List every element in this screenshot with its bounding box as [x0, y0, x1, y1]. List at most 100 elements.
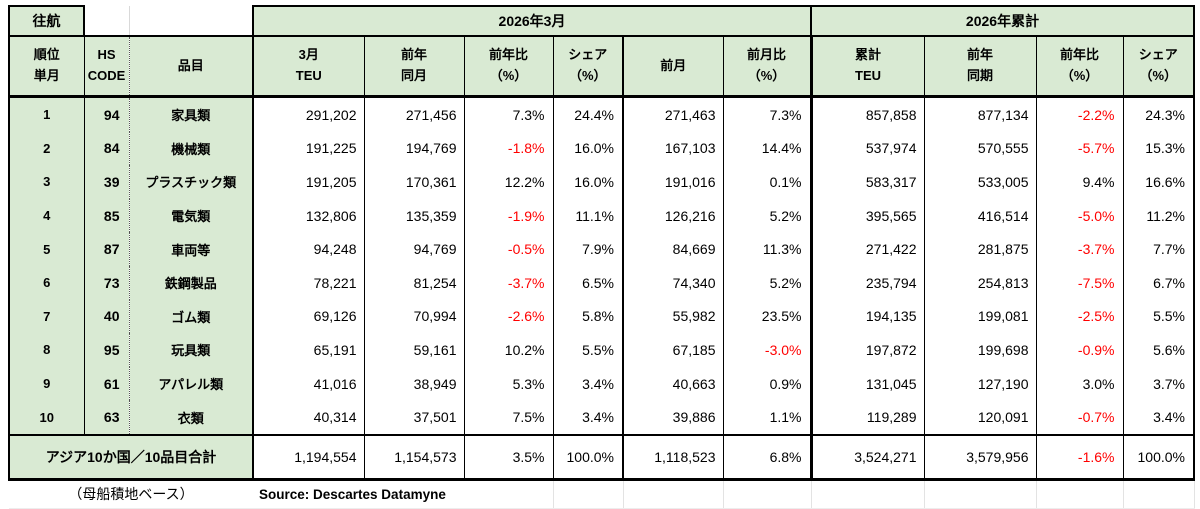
yoy-pct-cell: -1.8% [463, 131, 553, 166]
prev-month-cell: 84,669 [622, 232, 723, 266]
mom-pct-cell: 23.5% [722, 299, 811, 334]
cum-yoy-pct-cell: -0.9% [1035, 333, 1123, 367]
cum-teu-cell: 857,858 [809, 96, 924, 132]
table-row: 5 87 車両等 94,248 94,769 -0.5% 7.9% 84,669… [8, 232, 1195, 266]
yoy-pct-cell: -0.5% [463, 232, 553, 266]
prev-year-month-cell: 271,456 [363, 96, 464, 132]
prev-month-cell: 74,340 [622, 265, 723, 300]
cum-share-pct-cell: 6.7% [1122, 265, 1195, 300]
share-pct-cell: 11.1% [552, 198, 623, 233]
share-pct-cell: 5.5% [552, 333, 623, 367]
cum-teu-cell: 194,135 [809, 299, 924, 334]
hs-code-cell: 84 [83, 131, 129, 166]
empty-cell [722, 479, 811, 509]
footnote-basis: （母船積地ベース） [9, 479, 253, 509]
hs-code-cell: 61 [83, 366, 129, 401]
cumulative-section-header: 2026年累計 [810, 5, 1195, 36]
prev-year-month-cell: 59,161 [363, 333, 464, 367]
yoy-pct-cell: 12.2% [463, 165, 553, 199]
rank-cell: 4 [8, 198, 84, 233]
cum-share-pct-cell: 5.5% [1122, 299, 1195, 334]
rank-cell: 7 [8, 299, 84, 334]
share-pct-cell: 5.8% [552, 299, 623, 334]
month-teu-cell: 132,806 [252, 198, 364, 233]
hs-code-cell: 39 [83, 165, 129, 199]
rank-cell: 5 [8, 232, 84, 266]
prev-month-cell: 39,886 [622, 400, 723, 435]
col-header-cum-teu: 累計 TEU [809, 35, 924, 98]
col-header-share-pct: シェア （%） [552, 35, 623, 98]
mom-pct-cell: 5.2% [722, 198, 811, 233]
rank-cell: 2 [8, 131, 84, 166]
share-pct-cell: 6.5% [552, 265, 623, 300]
yoy-pct-cell: -2.6% [463, 299, 553, 334]
share-pct-cell: 3.4% [552, 366, 623, 401]
col-header-month-teu: 3月 TEU [252, 35, 364, 98]
table-row: 6 73 鉄鋼製品 78,221 81,254 -3.7% 6.5% 74,34… [8, 265, 1195, 300]
prev-month-cell: 126,216 [622, 198, 723, 233]
item-cell: 電気類 [128, 198, 253, 233]
hs-code-cell: 95 [83, 333, 129, 367]
col-header-rank: 順位 単月 [8, 35, 84, 98]
prev-month-cell: 40,663 [622, 366, 723, 401]
month-teu-cell: 69,126 [252, 299, 364, 334]
table-row: 1 94 家具類 291,202 271,456 7.3% 24.4% 271,… [8, 96, 1195, 132]
rank-cell: 8 [8, 333, 84, 367]
total-cum-share-pct-cell: 100.0% [1122, 433, 1195, 481]
hs-code-cell: 73 [83, 265, 129, 300]
mom-pct-cell: 1.1% [722, 400, 811, 435]
month-section-header: 2026年3月 [252, 5, 811, 36]
yoy-pct-cell: 7.5% [463, 400, 553, 435]
item-cell: 衣類 [128, 400, 253, 435]
cum-share-pct-cell: 5.6% [1122, 333, 1195, 367]
cum-share-pct-cell: 16.6% [1122, 165, 1195, 199]
col-header-item: 品目 [128, 35, 253, 98]
hs-code-cell: 87 [83, 232, 129, 266]
prev-year-month-cell: 135,359 [363, 198, 464, 233]
cum-prev-year-cell: 254,813 [923, 265, 1036, 300]
table-row: 2 84 機械類 191,225 194,769 -1.8% 16.0% 167… [8, 131, 1195, 166]
table-row: 3 39 プラスチック類 191,205 170,361 12.2% 16.0%… [8, 165, 1195, 199]
cum-yoy-pct-cell: 9.4% [1035, 165, 1123, 199]
mom-pct-cell: 11.3% [722, 232, 811, 266]
cum-prev-year-cell: 416,514 [923, 198, 1036, 233]
total-prev-year-month-cell: 1,154,573 [363, 433, 464, 481]
prev-year-month-cell: 70,994 [363, 299, 464, 334]
table-row: 4 85 電気類 132,806 135,359 -1.9% 11.1% 126… [8, 198, 1195, 233]
prev-year-month-cell: 170,361 [363, 165, 464, 199]
col-header-prev-month: 前月 [622, 35, 723, 98]
total-share-pct-cell: 100.0% [552, 433, 623, 481]
prev-month-cell: 271,463 [622, 96, 723, 132]
table-row: 8 95 玩具類 65,191 59,161 10.2% 5.5% 67,185… [8, 333, 1195, 367]
footer-row: （母船積地ベース） Source: Descartes Datamyne [9, 479, 1195, 509]
col-header-prev-year-month: 前年 同月 [363, 35, 464, 98]
prev-month-cell: 67,185 [622, 333, 723, 367]
item-cell: 機械類 [128, 131, 253, 166]
cum-teu-cell: 583,317 [809, 165, 924, 199]
share-pct-cell: 7.9% [552, 232, 623, 266]
total-mom-pct-cell: 6.8% [722, 433, 811, 481]
prev-year-month-cell: 38,949 [363, 366, 464, 401]
prev-year-month-cell: 37,501 [363, 400, 464, 435]
item-cell: 家具類 [128, 96, 253, 132]
mom-pct-cell: 5.2% [722, 265, 811, 300]
col-header-yoy-pct: 前年比 （%） [463, 35, 553, 98]
cum-prev-year-cell: 120,091 [923, 400, 1036, 435]
month-teu-cell: 291,202 [252, 96, 364, 132]
month-teu-cell: 65,191 [252, 333, 364, 367]
cum-teu-cell: 119,289 [809, 400, 924, 435]
table-row: 7 40 ゴム類 69,126 70,994 -2.6% 5.8% 55,982… [8, 299, 1195, 334]
month-teu-cell: 94,248 [252, 232, 364, 266]
cum-share-pct-cell: 15.3% [1122, 131, 1195, 166]
cum-yoy-pct-cell: -5.7% [1035, 131, 1123, 166]
hs-code-cell: 94 [83, 96, 129, 132]
cum-teu-cell: 537,974 [809, 131, 924, 166]
month-teu-cell: 41,016 [252, 366, 364, 401]
month-teu-cell: 78,221 [252, 265, 364, 300]
month-teu-cell: 191,205 [252, 165, 364, 199]
empty-cell [1035, 479, 1123, 509]
yoy-pct-cell: 7.3% [463, 96, 553, 132]
cum-yoy-pct-cell: -7.5% [1035, 265, 1123, 300]
total-cum-yoy-pct-cell: -1.6% [1035, 433, 1123, 481]
